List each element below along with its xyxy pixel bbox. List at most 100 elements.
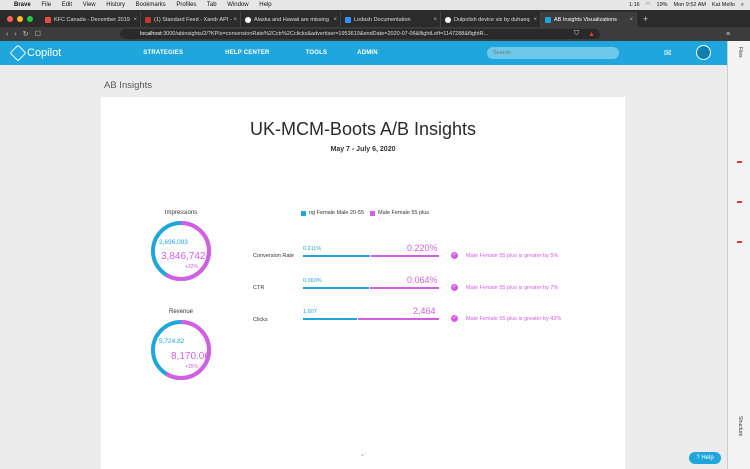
browser-tab-active[interactable]: AB Insights Visualizations × (541, 12, 637, 27)
tab-favicon-icon (45, 16, 51, 23)
tab-title: Alaska and Hawaii are missing (254, 16, 329, 23)
minimize-window-icon[interactable] (17, 15, 23, 22)
browser-tab[interactable]: Alaska and Hawaii are missing × (241, 12, 341, 27)
close-tab-icon[interactable]: × (333, 16, 337, 23)
close-tab-icon[interactable]: × (629, 16, 633, 23)
legend-swatch-b (370, 211, 375, 216)
kpi-bar-b (358, 318, 439, 320)
close-tab-icon[interactable]: × (233, 16, 237, 23)
url-field[interactable]: localhost:3000/abinsights/2/?KPIs=conver… (120, 29, 600, 39)
legend-swatch-a (301, 211, 306, 216)
nav-tools[interactable]: TOOLS (305, 50, 328, 56)
tab-title: Dulpolish device viz by duhaeq (454, 16, 530, 23)
kpi-bar-a (303, 287, 369, 289)
kpi-note: Male Female 55 plus is greater by 42% (466, 316, 562, 322)
address-toolbar: ‹ › ↻ ☐ localhost:3000/abinsights/2/?KPI… (0, 27, 750, 41)
rewards-icon[interactable]: ▲ (588, 30, 595, 38)
mail-icon[interactable]: ✉ (664, 48, 672, 58)
menu-view[interactable]: View (82, 2, 96, 8)
app-header: Copilot STRATEGIES HELP CENTER TOOLS ADM… (0, 41, 727, 65)
tab-title: (1) Standard Feed - Xandr API - (154, 16, 232, 23)
impressions-lift: +32% (185, 264, 198, 270)
kpi-bar-b (371, 255, 439, 257)
help-button[interactable]: ? Help (689, 452, 721, 464)
browser-tabbar: KFC Canada - December 2019 × (1) Standard… (0, 10, 750, 27)
files-panel-tab[interactable]: Files (737, 47, 743, 58)
tab-title: KFC Canada - December 2019 (54, 16, 130, 23)
check-circle-icon: ✓ (451, 284, 458, 291)
browser-tab[interactable]: Dulpolish device viz by duhaeq × (441, 12, 541, 27)
nav-strategies[interactable]: STRATEGIES (143, 50, 184, 56)
copilot-logo[interactable]: Copilot (9, 44, 62, 62)
legend-a: ng Female Male 20-55 (301, 210, 371, 216)
report-title: UK-MCM-Boots A/B Insights (249, 119, 477, 139)
revenue-a-value: 5,724.82 (159, 338, 185, 345)
battery-status[interactable]: 19% (656, 2, 668, 8)
help-label: Help (701, 455, 714, 461)
main-nav: STRATEGIES HELP CENTER TOOLS ADMIN (91, 50, 378, 56)
kpi-bar-a (303, 255, 370, 257)
nav-help-center[interactable]: HELP CENTER (225, 50, 270, 56)
nav-admin[interactable]: ADMIN (357, 50, 378, 56)
search-input[interactable] (487, 47, 619, 59)
close-tab-icon[interactable]: × (133, 16, 137, 23)
menu-window[interactable]: Window (227, 2, 249, 8)
brand-name: Copilot (27, 47, 62, 59)
tab-title: Lodash Documentation (354, 16, 411, 23)
kpi-a-value: 0.211% (303, 246, 322, 252)
tab-favicon-icon (145, 16, 151, 23)
search-icon[interactable]: ⌕ (740, 1, 744, 8)
menu-icon[interactable]: ≡ (726, 30, 731, 38)
kpi-note: Male Female 55 plus is greater by 5% (466, 253, 559, 259)
chevron-down-icon[interactable]: ⌄ (359, 449, 366, 458)
new-tab-icon[interactable]: + (643, 13, 649, 24)
menu-help[interactable]: Help (259, 2, 272, 8)
kpi-a-value: 0.060% (303, 278, 322, 284)
wifi-icon[interactable]: ◠ (645, 2, 651, 8)
menu-profiles[interactable]: Profiles (176, 2, 197, 8)
side-panel: Files Structure (727, 41, 750, 469)
menu-app[interactable]: Brave (14, 2, 31, 8)
back-icon[interactable]: ‹ (6, 30, 9, 38)
github-icon (245, 16, 251, 23)
marker-icon (737, 161, 742, 163)
kpi-label: CTR (253, 285, 265, 291)
bookmark-icon[interactable]: ☐ (34, 31, 41, 38)
window-controls (7, 15, 33, 22)
menu-history[interactable]: History (106, 2, 125, 8)
timer-status[interactable]: 1:16 (629, 2, 640, 8)
menu-tab[interactable]: Tab (206, 2, 217, 8)
marker-icon (737, 201, 742, 203)
close-tab-icon[interactable]: × (433, 16, 437, 23)
tab-favicon-icon (345, 16, 351, 23)
brave-shield-icon[interactable]: ⛉ (574, 30, 580, 37)
kpi-note: Male Female 55 plus is greater by 7% (466, 285, 559, 291)
user-name[interactable]: Kat Mello (711, 2, 735, 8)
insights-card: UK-MCM-Boots A/B Insights May 7 - July 6… (101, 97, 625, 469)
reload-icon[interactable]: ↻ (22, 31, 29, 38)
revenue-b-value: 8,170.06 (171, 351, 210, 362)
menu-edit[interactable]: Edit (61, 2, 73, 8)
kpi-a-value: 1,607 (303, 309, 317, 315)
revenue-donut (151, 320, 211, 380)
avatar[interactable] (696, 45, 711, 60)
menu-bookmarks[interactable]: Bookmarks (135, 2, 166, 8)
browser-tab[interactable]: KFC Canada - December 2019 × (41, 12, 141, 27)
structure-panel-tab[interactable]: Structure (737, 416, 743, 437)
revenue-lift: +35% (185, 364, 198, 370)
impressions-label: Impressions (164, 210, 198, 216)
maximize-window-icon[interactable] (27, 15, 33, 22)
donut-segment-b (151, 320, 211, 380)
close-tab-icon[interactable]: × (533, 16, 537, 23)
close-window-icon[interactable] (7, 15, 13, 22)
browser-tab[interactable]: Lodash Documentation × (341, 12, 441, 27)
tab-favicon-icon (545, 16, 551, 23)
menu-file[interactable]: File (41, 2, 52, 8)
legend-label-b: Male Female 55 plus (378, 210, 430, 216)
kpi-label: Clicks (253, 317, 268, 323)
forward-icon[interactable]: › (14, 30, 17, 38)
browser-tab[interactable]: (1) Standard Feed - Xandr API - × (141, 12, 241, 27)
impressions-b-value: 3,846,742 (161, 251, 206, 262)
status-area: 1:16 ◠ 19% Mon 9:52 AM Kat Mello ⌕ (629, 0, 744, 10)
clock[interactable]: Mon 9:52 AM (673, 2, 706, 8)
